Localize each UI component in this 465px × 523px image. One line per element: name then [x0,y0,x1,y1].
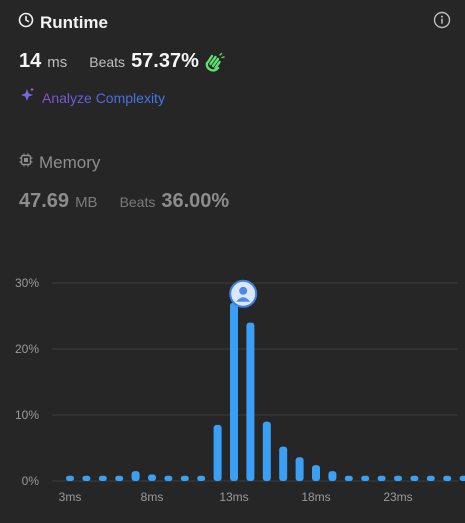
runtime-stats: 14 ms Beats 57.37% [19,50,225,73]
memory-unit: MB [75,194,98,211]
runtime-beats-label: Beats [89,54,126,70]
chart-svg: 0% 10% 20% 30% 3ms 8ms 13ms 18ms 23ms [15,276,465,504]
memory-value: 47.69 [19,190,70,212]
histogram-bar [279,446,288,481]
x-tick-label: 18ms [301,490,330,504]
runtime-unit: ms [47,54,68,71]
histogram-bar [131,471,140,481]
histogram-bar [410,475,419,481]
runtime-value: 14 [19,50,42,72]
clock-icon [18,12,34,33]
runtime-header: Runtime [18,12,108,33]
histogram-bar [98,475,107,481]
histogram-bar [115,475,124,481]
memory-title: Memory [39,152,101,172]
histogram-bar [459,475,465,481]
histogram-bar [246,322,255,481]
runtime-title: Runtime [40,12,108,32]
x-tick-label: 3ms [59,490,82,504]
runtime-distribution-chart: 0% 10% 20% 30% 3ms 8ms 13ms 18ms 23ms [0,270,465,523]
analyze-complexity-link[interactable]: Analyze Complexity [18,86,165,109]
histogram-bar [312,465,320,481]
histogram-bar [164,475,173,481]
histogram-bar [197,475,206,481]
sparkle-icon [18,86,36,109]
histogram-bar [82,475,91,481]
y-tick-label: 10% [15,408,39,422]
x-tick-label: 8ms [141,490,164,504]
y-tick-label: 0% [22,474,40,488]
clapping-hands-icon [203,52,225,72]
histogram-bar [344,475,353,481]
histogram-bar [426,475,435,481]
histogram-bar [213,424,222,481]
histogram-bar [394,475,402,481]
histogram-bar [295,457,304,481]
histogram-bar [361,475,370,481]
histogram-bar [443,475,452,481]
x-tick-label: 13ms [219,490,248,504]
histogram-bar [262,421,271,481]
user-avatar-icon [229,279,258,308]
histogram-bar [66,475,74,481]
histogram-bar [230,302,238,481]
memory-beats-value: 36.00% [161,190,230,212]
info-icon[interactable] [433,11,451,29]
histogram-bar [377,475,386,481]
y-tick-label: 30% [15,276,39,290]
y-tick-label: 20% [15,342,39,356]
memory-beats-label: Beats [119,194,156,210]
chip-icon [18,152,34,173]
histogram-bar [148,474,156,481]
runtime-beats-value: 57.37% [131,50,199,72]
analyze-complexity-label: Analyze Complexity [42,89,165,106]
x-tick-label: 23ms [383,490,412,504]
histogram-bar [180,475,189,481]
memory-header: Memory [18,152,100,173]
memory-stats: 47.69 MB Beats 36.00% [19,190,229,213]
histogram-bar [328,471,337,481]
